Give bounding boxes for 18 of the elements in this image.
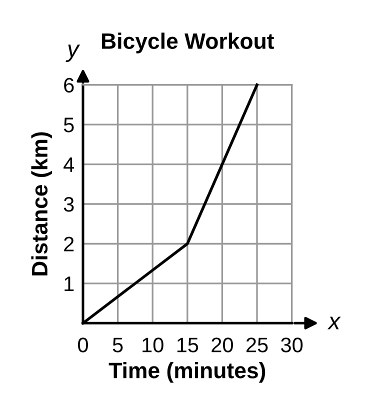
y-axis-title: Distance (km) [31,132,52,276]
x-tick-label: 0 [78,338,88,352]
x-tick-label: 15 [177,338,198,352]
text: x [327,316,341,330]
x-tick-label: 5 [112,338,123,352]
text: y [66,44,80,62]
chart-title: Bicycle Workout [102,32,274,54]
y-tick-label: 1 [64,276,74,292]
y-tick-label: 2 [64,236,74,252]
x-tick-label: 20 [212,338,233,352]
x-tick-label: 10 [142,338,164,352]
x-axis-title: Time (minutes) [108,362,266,383]
y-tick-label: 5 [64,118,74,132]
y-tick-label: 3 [64,197,74,212]
y-tick-label: 6 [64,78,74,93]
x-tick-label: 30 [281,338,303,352]
y-tick-label: 4 [64,158,74,172]
x-tick-label: 25 [246,338,268,352]
